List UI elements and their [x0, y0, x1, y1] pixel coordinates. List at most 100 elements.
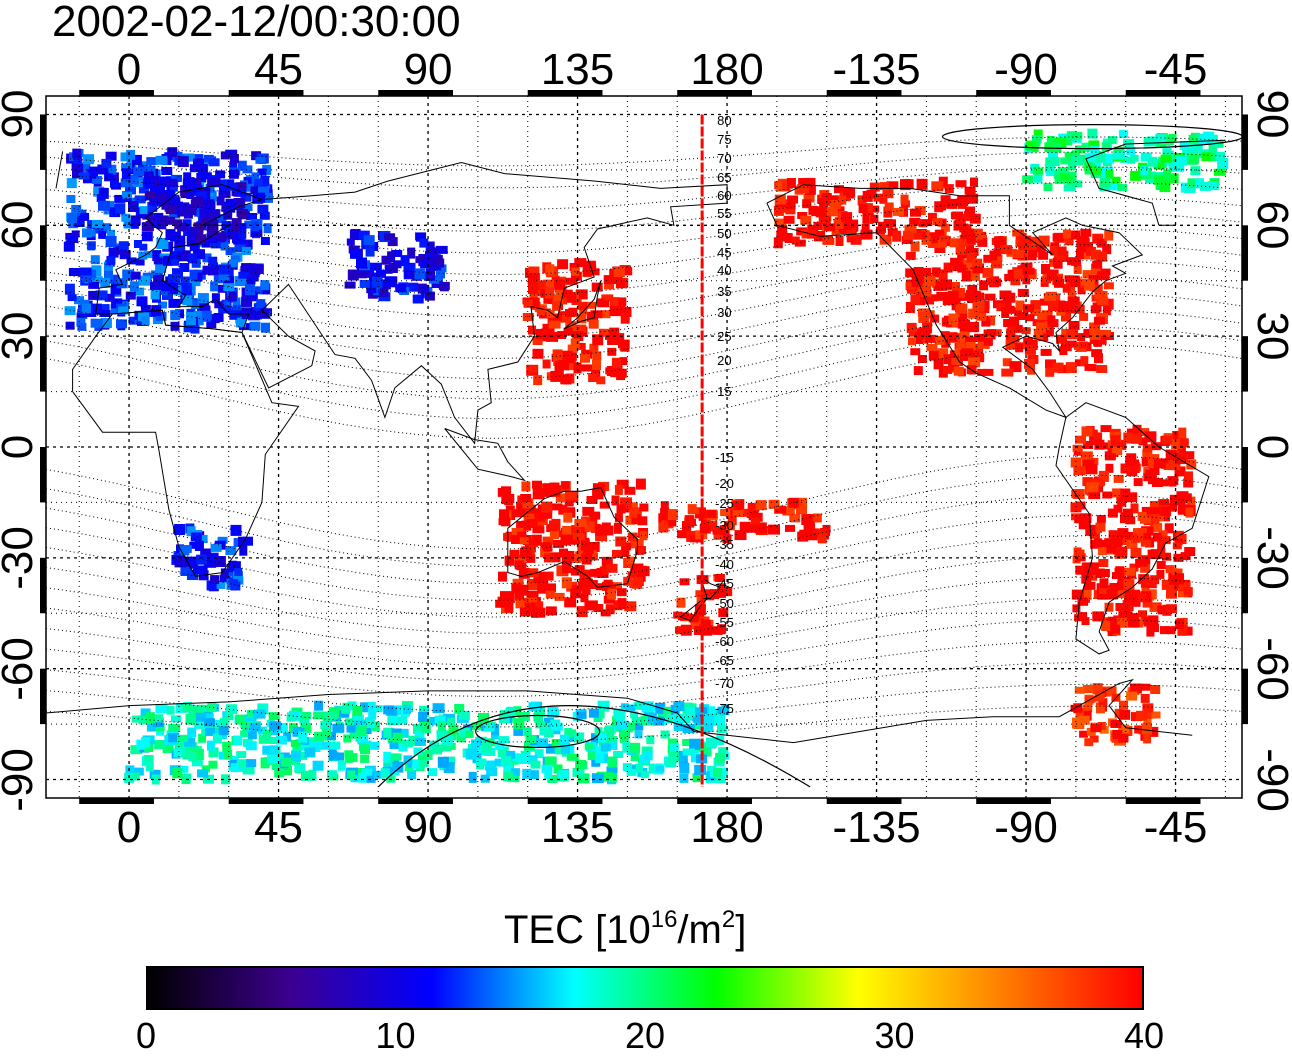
tec-cell — [1053, 142, 1062, 153]
tec-cell — [1090, 263, 1102, 275]
tec-cell — [694, 707, 704, 719]
tec-cell — [175, 703, 184, 713]
tec-cell — [1139, 683, 1151, 691]
tec-cell — [1056, 251, 1065, 262]
tec-cell — [634, 763, 643, 773]
tec-cell — [95, 290, 108, 301]
tec-cell — [359, 279, 370, 288]
tec-cell — [1213, 168, 1226, 176]
tec-cell — [1083, 279, 1095, 291]
tec-cell — [230, 524, 242, 536]
tec-cell — [640, 771, 649, 779]
tec-cell — [718, 747, 729, 756]
tec-cell — [1003, 319, 1014, 327]
tec-cell — [658, 522, 669, 533]
tec-cell — [251, 172, 260, 184]
tec-cell — [1116, 546, 1128, 557]
tec-cell — [81, 303, 92, 314]
tec-cell — [218, 270, 230, 281]
tec-cell — [380, 768, 390, 779]
tec-cell — [523, 513, 535, 523]
tec-cell — [910, 241, 920, 252]
tec-cell — [549, 488, 561, 497]
tec-cell — [924, 310, 935, 319]
tec-cell — [1119, 709, 1131, 720]
tec-cell — [131, 767, 144, 776]
tec-cell — [843, 221, 852, 230]
tec-cell — [634, 538, 644, 548]
tec-cell — [1183, 587, 1193, 597]
tec-cell — [161, 167, 173, 175]
tec-cell — [373, 286, 382, 296]
tec-cell — [801, 514, 814, 525]
tec-cell — [618, 339, 630, 349]
tec-cell — [618, 297, 627, 307]
tec-cell — [1140, 539, 1151, 547]
tec-cell — [275, 735, 287, 745]
tec-cell — [193, 566, 203, 575]
tec-cell — [141, 231, 153, 242]
tec-cell — [605, 329, 614, 340]
tec-cell — [1067, 257, 1077, 266]
tec-cell — [119, 250, 131, 260]
tec-cell — [593, 604, 604, 612]
tec-cell — [624, 601, 637, 612]
tec-cell — [599, 328, 609, 337]
tec-cell — [412, 294, 424, 304]
tec-cell — [1148, 173, 1158, 181]
tec-cell — [233, 233, 245, 245]
tec-cell — [1071, 131, 1083, 139]
frame-tick — [40, 225, 46, 281]
tec-cell — [1090, 724, 1102, 733]
tec-cell — [347, 701, 357, 711]
tec-cell — [560, 374, 569, 385]
tec-cell — [1113, 474, 1124, 483]
tec-cell — [1128, 589, 1141, 600]
tec-cell — [253, 192, 266, 203]
tec-cell — [1103, 282, 1114, 290]
tec-cell — [961, 270, 971, 282]
tec-cell — [591, 733, 602, 744]
tec-cell — [147, 216, 157, 224]
tec-cell — [678, 750, 688, 761]
tec-cell — [260, 175, 270, 186]
tec-cell — [180, 188, 189, 199]
tec-cell — [813, 222, 824, 230]
tec-cell — [514, 509, 526, 518]
tec-data-layer — [63, 128, 1229, 785]
tec-cell — [968, 324, 979, 333]
tec-cell — [1163, 169, 1172, 181]
tec-cell — [1084, 581, 1096, 590]
tec-cell — [217, 536, 228, 544]
tec-cell — [1041, 264, 1050, 274]
tec-cell — [1019, 235, 1032, 244]
tec-cell — [71, 162, 81, 170]
tec-cell — [246, 263, 256, 271]
tec-cell — [252, 286, 263, 295]
tec-cell — [71, 204, 82, 213]
tec-cell — [122, 191, 132, 199]
tec-cell — [122, 269, 135, 281]
contour-label: 55 — [717, 206, 731, 221]
tec-cell — [1076, 242, 1087, 253]
tec-cell — [83, 154, 95, 165]
tec-cell — [1178, 581, 1191, 592]
tec-cell — [1082, 477, 1094, 487]
tec-cell — [1094, 335, 1107, 345]
tec-cell — [139, 717, 150, 724]
tec-cell — [625, 515, 636, 525]
tec-cell — [789, 514, 801, 522]
tec-cell — [804, 186, 816, 195]
tec-cell — [919, 335, 929, 344]
coastline — [55, 139, 1226, 226]
tec-cell — [600, 743, 611, 752]
tec-cell — [121, 213, 131, 222]
tec-cell — [313, 731, 324, 742]
tec-cell — [1149, 603, 1159, 612]
tec-cell — [222, 741, 232, 752]
tec-cell — [554, 592, 565, 601]
tec-cell — [606, 766, 618, 774]
tec-cell — [413, 724, 424, 734]
tec-cell — [254, 179, 264, 186]
tec-cell — [822, 237, 835, 245]
